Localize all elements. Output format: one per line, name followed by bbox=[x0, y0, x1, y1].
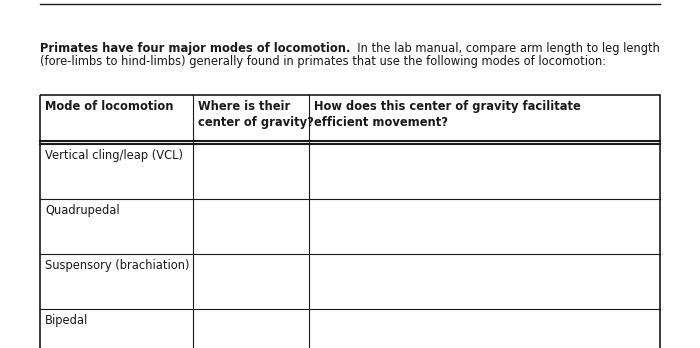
Text: How does this center of gravity facilitate
efficient movement?: How does this center of gravity facilita… bbox=[314, 100, 581, 129]
Text: Mode of locomotion: Mode of locomotion bbox=[45, 100, 174, 113]
Text: Suspensory (brachiation): Suspensory (brachiation) bbox=[45, 259, 190, 272]
Bar bbox=[40, 95, 660, 348]
Text: Where is their
center of gravity?: Where is their center of gravity? bbox=[198, 100, 314, 129]
Text: Vertical cling/leap (VCL): Vertical cling/leap (VCL) bbox=[45, 149, 183, 162]
Text: Bipedal: Bipedal bbox=[45, 314, 88, 327]
Text: Quadrupedal: Quadrupedal bbox=[45, 204, 120, 217]
Text: Primates have four major modes of locomotion.: Primates have four major modes of locomo… bbox=[40, 42, 351, 55]
Text: In the lab manual, compare arm length to leg length: In the lab manual, compare arm length to… bbox=[351, 42, 660, 55]
Text: (fore-limbs to hind-limbs) generally found in primates that use the following mo: (fore-limbs to hind-limbs) generally fou… bbox=[40, 55, 606, 68]
